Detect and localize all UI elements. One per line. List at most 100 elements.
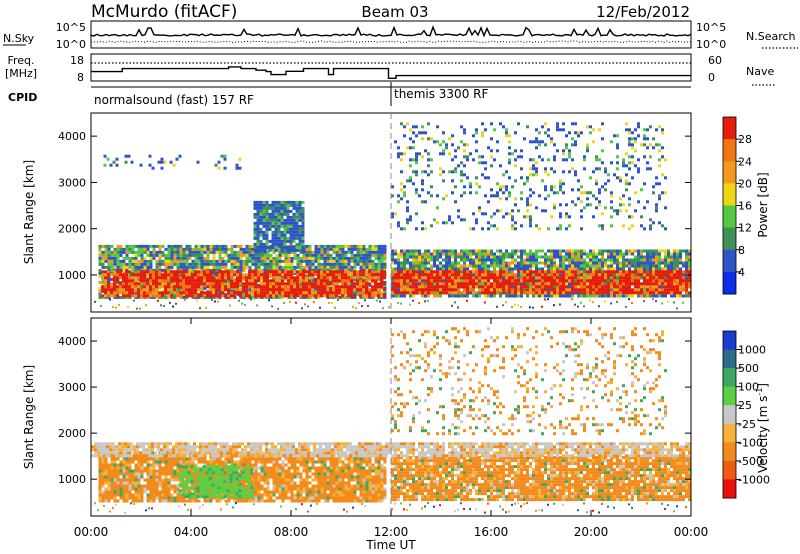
heatmap-cell xyxy=(427,152,430,156)
heatmap-cell xyxy=(415,191,418,195)
heatmap-cell xyxy=(266,256,270,260)
heatmap-cell xyxy=(362,285,365,289)
heatmap-cell xyxy=(188,247,192,251)
heatmap-cell xyxy=(580,294,583,298)
heatmap-cell xyxy=(269,270,272,274)
heatmap-cell xyxy=(610,288,613,292)
heatmap-cell xyxy=(262,233,266,237)
heatmap-cell xyxy=(484,255,487,259)
heatmap-cell xyxy=(317,265,321,269)
heatmap-cell xyxy=(631,273,634,277)
heatmap-cell xyxy=(553,267,556,271)
heatmap-cell xyxy=(568,282,571,286)
heatmap-cell xyxy=(107,265,111,269)
heatmap-cell xyxy=(457,294,460,298)
heatmap-cell xyxy=(338,259,342,263)
heatmap-cell xyxy=(122,276,125,280)
heatmap-cell xyxy=(616,285,619,289)
heatmap-cell xyxy=(514,267,517,271)
heatmap-cell xyxy=(245,285,248,289)
heatmap-cell xyxy=(359,256,363,260)
heatmap-cell xyxy=(514,279,517,283)
heatmap-cell xyxy=(368,277,372,281)
heatmap-cell xyxy=(463,218,466,222)
heatmap-cell xyxy=(200,291,203,295)
heatmap-cell xyxy=(248,259,252,263)
heatmap-cell xyxy=(598,294,601,298)
heatmap-cell xyxy=(239,283,243,287)
heatmap-cell xyxy=(332,273,335,277)
heatmap-cell xyxy=(295,242,299,246)
heatmap-cell xyxy=(646,276,649,280)
heatmap-cell xyxy=(634,276,637,280)
heatmap-cell xyxy=(565,285,568,289)
heatmap-cell xyxy=(586,288,589,292)
heatmap-cell xyxy=(341,270,344,274)
heatmap-cell xyxy=(394,291,397,295)
heatmap-cell xyxy=(661,258,664,262)
heatmap-cell xyxy=(622,285,625,289)
heatmap-cell xyxy=(511,270,514,274)
heatmap-cell xyxy=(460,279,463,283)
heatmap-cell xyxy=(604,258,607,262)
heatmap-cell xyxy=(448,252,451,256)
heatmap-cell xyxy=(287,250,291,254)
heatmap-cell xyxy=(424,291,427,295)
heatmap-cell xyxy=(451,221,454,225)
heatmap-cell xyxy=(341,279,344,283)
heatmap-cell xyxy=(266,270,269,274)
heatmap-cell xyxy=(685,249,688,253)
heatmap-cell xyxy=(203,286,207,290)
heatmap-cell xyxy=(439,273,442,277)
heatmap-cell xyxy=(271,209,275,213)
heatmap-cell xyxy=(421,294,424,298)
heatmap-cell xyxy=(176,276,179,280)
heatmap-cell xyxy=(323,285,326,289)
heatmap-cell xyxy=(496,276,499,280)
heatmap-cell xyxy=(266,279,269,283)
heatmap-cell xyxy=(146,295,150,299)
heatmap-cell xyxy=(451,191,454,195)
heatmap-cell xyxy=(619,294,622,298)
heatmap-cell xyxy=(448,282,451,286)
heatmap-cell xyxy=(664,282,667,286)
heatmap-cell xyxy=(179,259,183,263)
heatmap-cell xyxy=(511,152,514,156)
heatmap-cell xyxy=(499,261,502,265)
heatmap-cell xyxy=(164,253,168,257)
heatmap-cell xyxy=(137,244,141,248)
heatmap-cell xyxy=(418,273,421,277)
heatmap-cell xyxy=(265,239,269,243)
heatmap-cell xyxy=(332,259,336,263)
heatmap-cell xyxy=(424,131,427,135)
heatmap-cell xyxy=(496,209,499,213)
heatmap-cell xyxy=(332,291,335,295)
heatmap-cell xyxy=(454,279,457,283)
heatmap-cell xyxy=(380,294,383,298)
heatmap-cell xyxy=(526,176,529,180)
heatmap-cell xyxy=(535,264,538,268)
heatmap-cell xyxy=(667,279,670,283)
heatmap-cell xyxy=(257,253,261,257)
heatmap-cell xyxy=(251,282,254,286)
heatmap-cell xyxy=(158,273,161,277)
heatmap-cell xyxy=(329,291,332,295)
heatmap-cell xyxy=(256,200,260,204)
heatmap-cell xyxy=(562,282,565,286)
heatmap-cell xyxy=(535,270,538,274)
heatmap-cell xyxy=(281,250,285,254)
heatmap-cell xyxy=(356,288,359,292)
heatmap-cell xyxy=(286,203,290,207)
heatmap-cell xyxy=(314,259,318,263)
heatmap-cell xyxy=(248,253,252,257)
heatmap-cell xyxy=(356,262,360,266)
heatmap-cell xyxy=(442,288,445,292)
heatmap-cell xyxy=(589,270,592,274)
heatmap-cell xyxy=(553,279,556,283)
heatmap-cell xyxy=(427,255,430,259)
heatmap-cell xyxy=(475,149,478,153)
heatmap-cell xyxy=(511,218,514,222)
heatmap-cell xyxy=(263,262,267,266)
heatmap-cell xyxy=(520,279,523,283)
heatmap-cell xyxy=(173,291,176,295)
